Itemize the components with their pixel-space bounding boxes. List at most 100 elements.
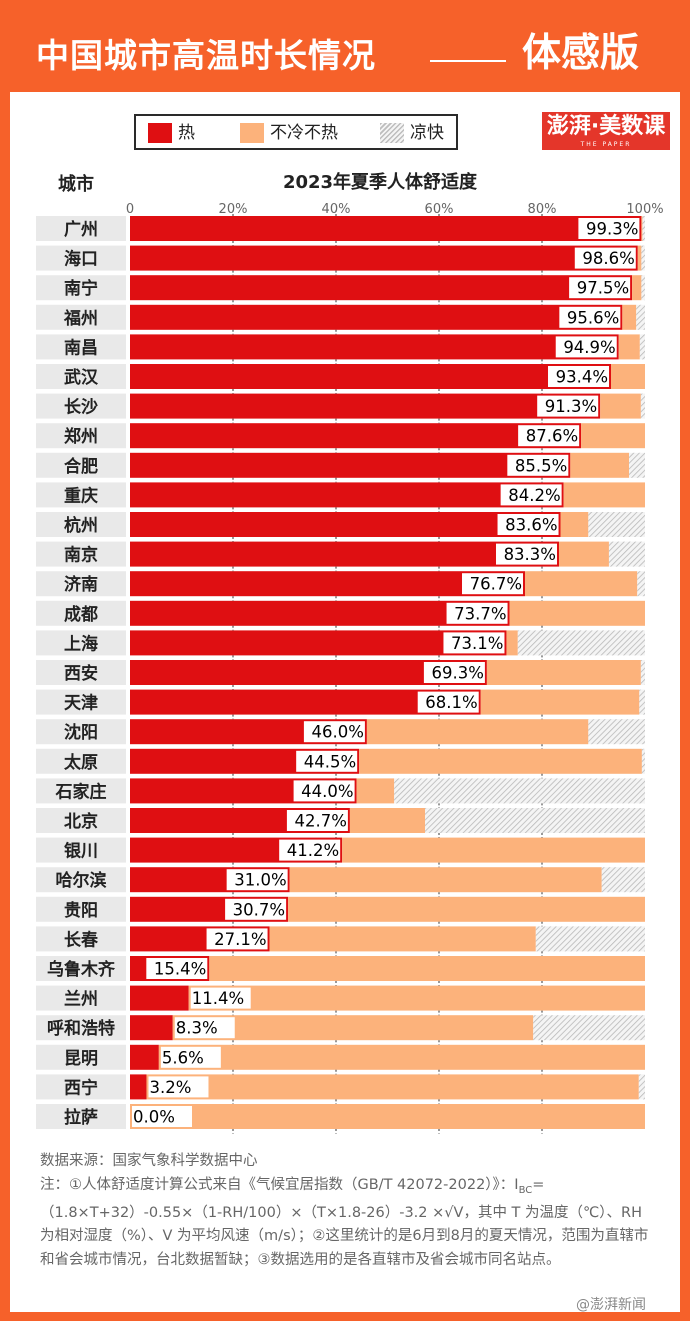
legend-label-comfortable: 不冷不热 [270, 123, 338, 143]
city-label: 南宁 [64, 278, 98, 299]
value-label: 42.7% [294, 812, 346, 831]
chart-title: 2023年夏季人体舒适度 [282, 172, 478, 193]
bar-cool [517, 630, 645, 656]
city-label: 沈阳 [64, 722, 98, 743]
bar-hot [130, 600, 510, 626]
bar-comfortable [130, 1104, 645, 1129]
value-label-bg [423, 662, 485, 683]
bar-cool [533, 1015, 645, 1041]
value-label: 76.7% [470, 575, 522, 594]
city-label: 西宁 [64, 1077, 98, 1098]
bar-cool [640, 660, 645, 685]
x-tick-label: 0 [126, 202, 134, 217]
city-label-bg [36, 304, 126, 330]
bar-comfortable [509, 600, 645, 626]
value-label-bg [160, 1046, 221, 1068]
logo-subtext: THE PAPER [580, 141, 632, 148]
bar-cool [642, 216, 645, 241]
city-label-bg [36, 482, 126, 508]
value-label-bg [303, 721, 365, 743]
city-label-bg [36, 1104, 126, 1129]
city-label-bg [36, 956, 126, 981]
city-label-bg [36, 1074, 126, 1100]
value-label-bg [286, 810, 348, 831]
value-label-bg [206, 928, 268, 950]
city-label: 郑州 [64, 426, 98, 447]
bar-cool [640, 393, 645, 419]
city-label: 杭州 [64, 515, 98, 536]
bar-comfortable [563, 482, 645, 508]
value-label-bg [537, 395, 599, 417]
value-label: 84.2% [508, 486, 560, 505]
city-label-bg [36, 600, 126, 626]
bar-hot [130, 304, 623, 330]
formula-subscript: BC [518, 1184, 533, 1196]
value-label: 83.6% [505, 516, 557, 535]
bar-cool [637, 571, 645, 597]
value-label-bg [518, 425, 580, 447]
bar-comfortable [558, 541, 609, 567]
value-label: 69.3% [431, 664, 483, 683]
value-label-bg [497, 514, 559, 535]
bar-hot [130, 571, 526, 597]
legend-swatch-cool [380, 123, 404, 143]
value-label-bg [500, 484, 562, 506]
bar-comfortable [188, 985, 645, 1011]
bar-comfortable [158, 1044, 645, 1070]
page-subtitle: 体感版 [522, 31, 640, 76]
value-label: 98.6% [582, 249, 634, 268]
bar-cool [601, 867, 645, 893]
value-label: 3.2% [149, 1078, 191, 1097]
city-label-bg [36, 896, 126, 922]
city-label-bg [36, 245, 126, 271]
legend-label-cool: 凉快 [410, 123, 444, 143]
x-tick-label: 80% [528, 202, 557, 217]
value-label: 27.1% [214, 930, 266, 949]
legend-swatch-hot [148, 123, 172, 143]
watermark: @澎湃新闻 [576, 1297, 646, 1313]
city-label-bg [36, 926, 126, 952]
value-label-bg [226, 869, 288, 891]
bar-cool [629, 452, 645, 478]
city-label-bg [36, 423, 126, 449]
bar-comfortable [506, 630, 518, 656]
bar-comfortable [618, 334, 640, 360]
city-label-bg [36, 216, 126, 241]
publisher-logo: 澎湃·美数课 THE PAPER [542, 112, 670, 150]
x-tick-label: 100% [626, 202, 663, 217]
bar-cool [639, 689, 645, 715]
formula-note: 注：①人体舒适度计算公式来自《气候宜居指数（GB/T 42072-2022）》：… [40, 1174, 660, 1273]
page-title: 中国城市高温时长情况 [36, 36, 376, 75]
bar-hot [130, 541, 559, 567]
bar-hot [130, 512, 561, 537]
bar-hot [130, 1015, 173, 1041]
bar-comfortable [560, 512, 589, 537]
value-label: 11.4% [192, 989, 244, 1008]
bar-comfortable [269, 926, 536, 952]
city-label: 太原 [64, 752, 98, 773]
city-label: 重庆 [64, 485, 98, 506]
bar-cool [639, 334, 645, 360]
bar-hot [130, 482, 564, 508]
city-label-bg [36, 541, 126, 567]
bar-hot [130, 216, 642, 241]
value-label-bg [555, 336, 617, 358]
bar-comfortable [632, 275, 642, 301]
bar-cool [641, 748, 645, 774]
value-label: 44.5% [304, 752, 356, 771]
city-label-bg [36, 837, 126, 863]
bar-hot [130, 1074, 147, 1100]
value-label: 41.2% [287, 841, 339, 860]
x-tick-label: 40% [322, 202, 351, 217]
value-label: 68.1% [425, 693, 477, 712]
legend-swatch-comfortable [240, 123, 264, 143]
value-label-bg [132, 1106, 192, 1127]
city-label-bg [36, 719, 126, 745]
city-label: 合肥 [64, 456, 98, 477]
bar-comfortable [486, 660, 641, 685]
x-tick-label: 20% [219, 202, 248, 217]
bar-comfortable [359, 748, 642, 774]
value-label-bg [559, 306, 621, 328]
city-label: 兰州 [64, 989, 98, 1010]
bar-comfortable [349, 808, 426, 833]
